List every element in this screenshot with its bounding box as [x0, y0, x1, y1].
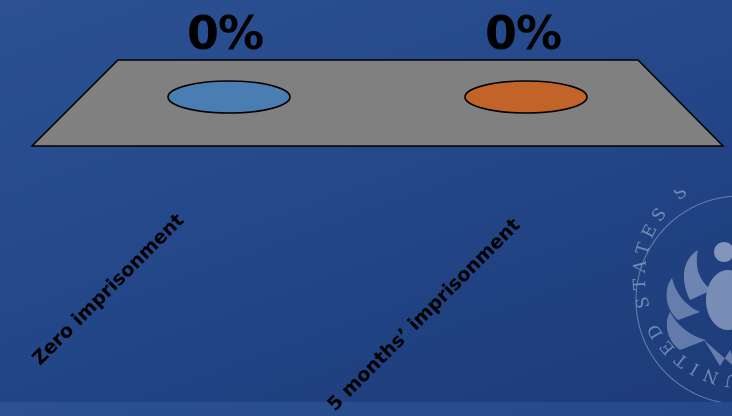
chart-canvas: [30, 59, 725, 147]
senate-seal-watermark: UNITED STATES SENATE: [630, 190, 732, 402]
chart-floor: [30, 59, 725, 147]
bar-top-5-months-imprisonment: [464, 80, 588, 114]
value-label-5-months-imprisonment: 0%: [484, 6, 562, 60]
value-label-zero-imprisonment: 0%: [186, 6, 264, 60]
bar-top-zero-imprisonment: [167, 80, 291, 114]
poll-results-slide: 0% 0% Zero imprisonment 5 months’ impris…: [28, 6, 732, 416]
